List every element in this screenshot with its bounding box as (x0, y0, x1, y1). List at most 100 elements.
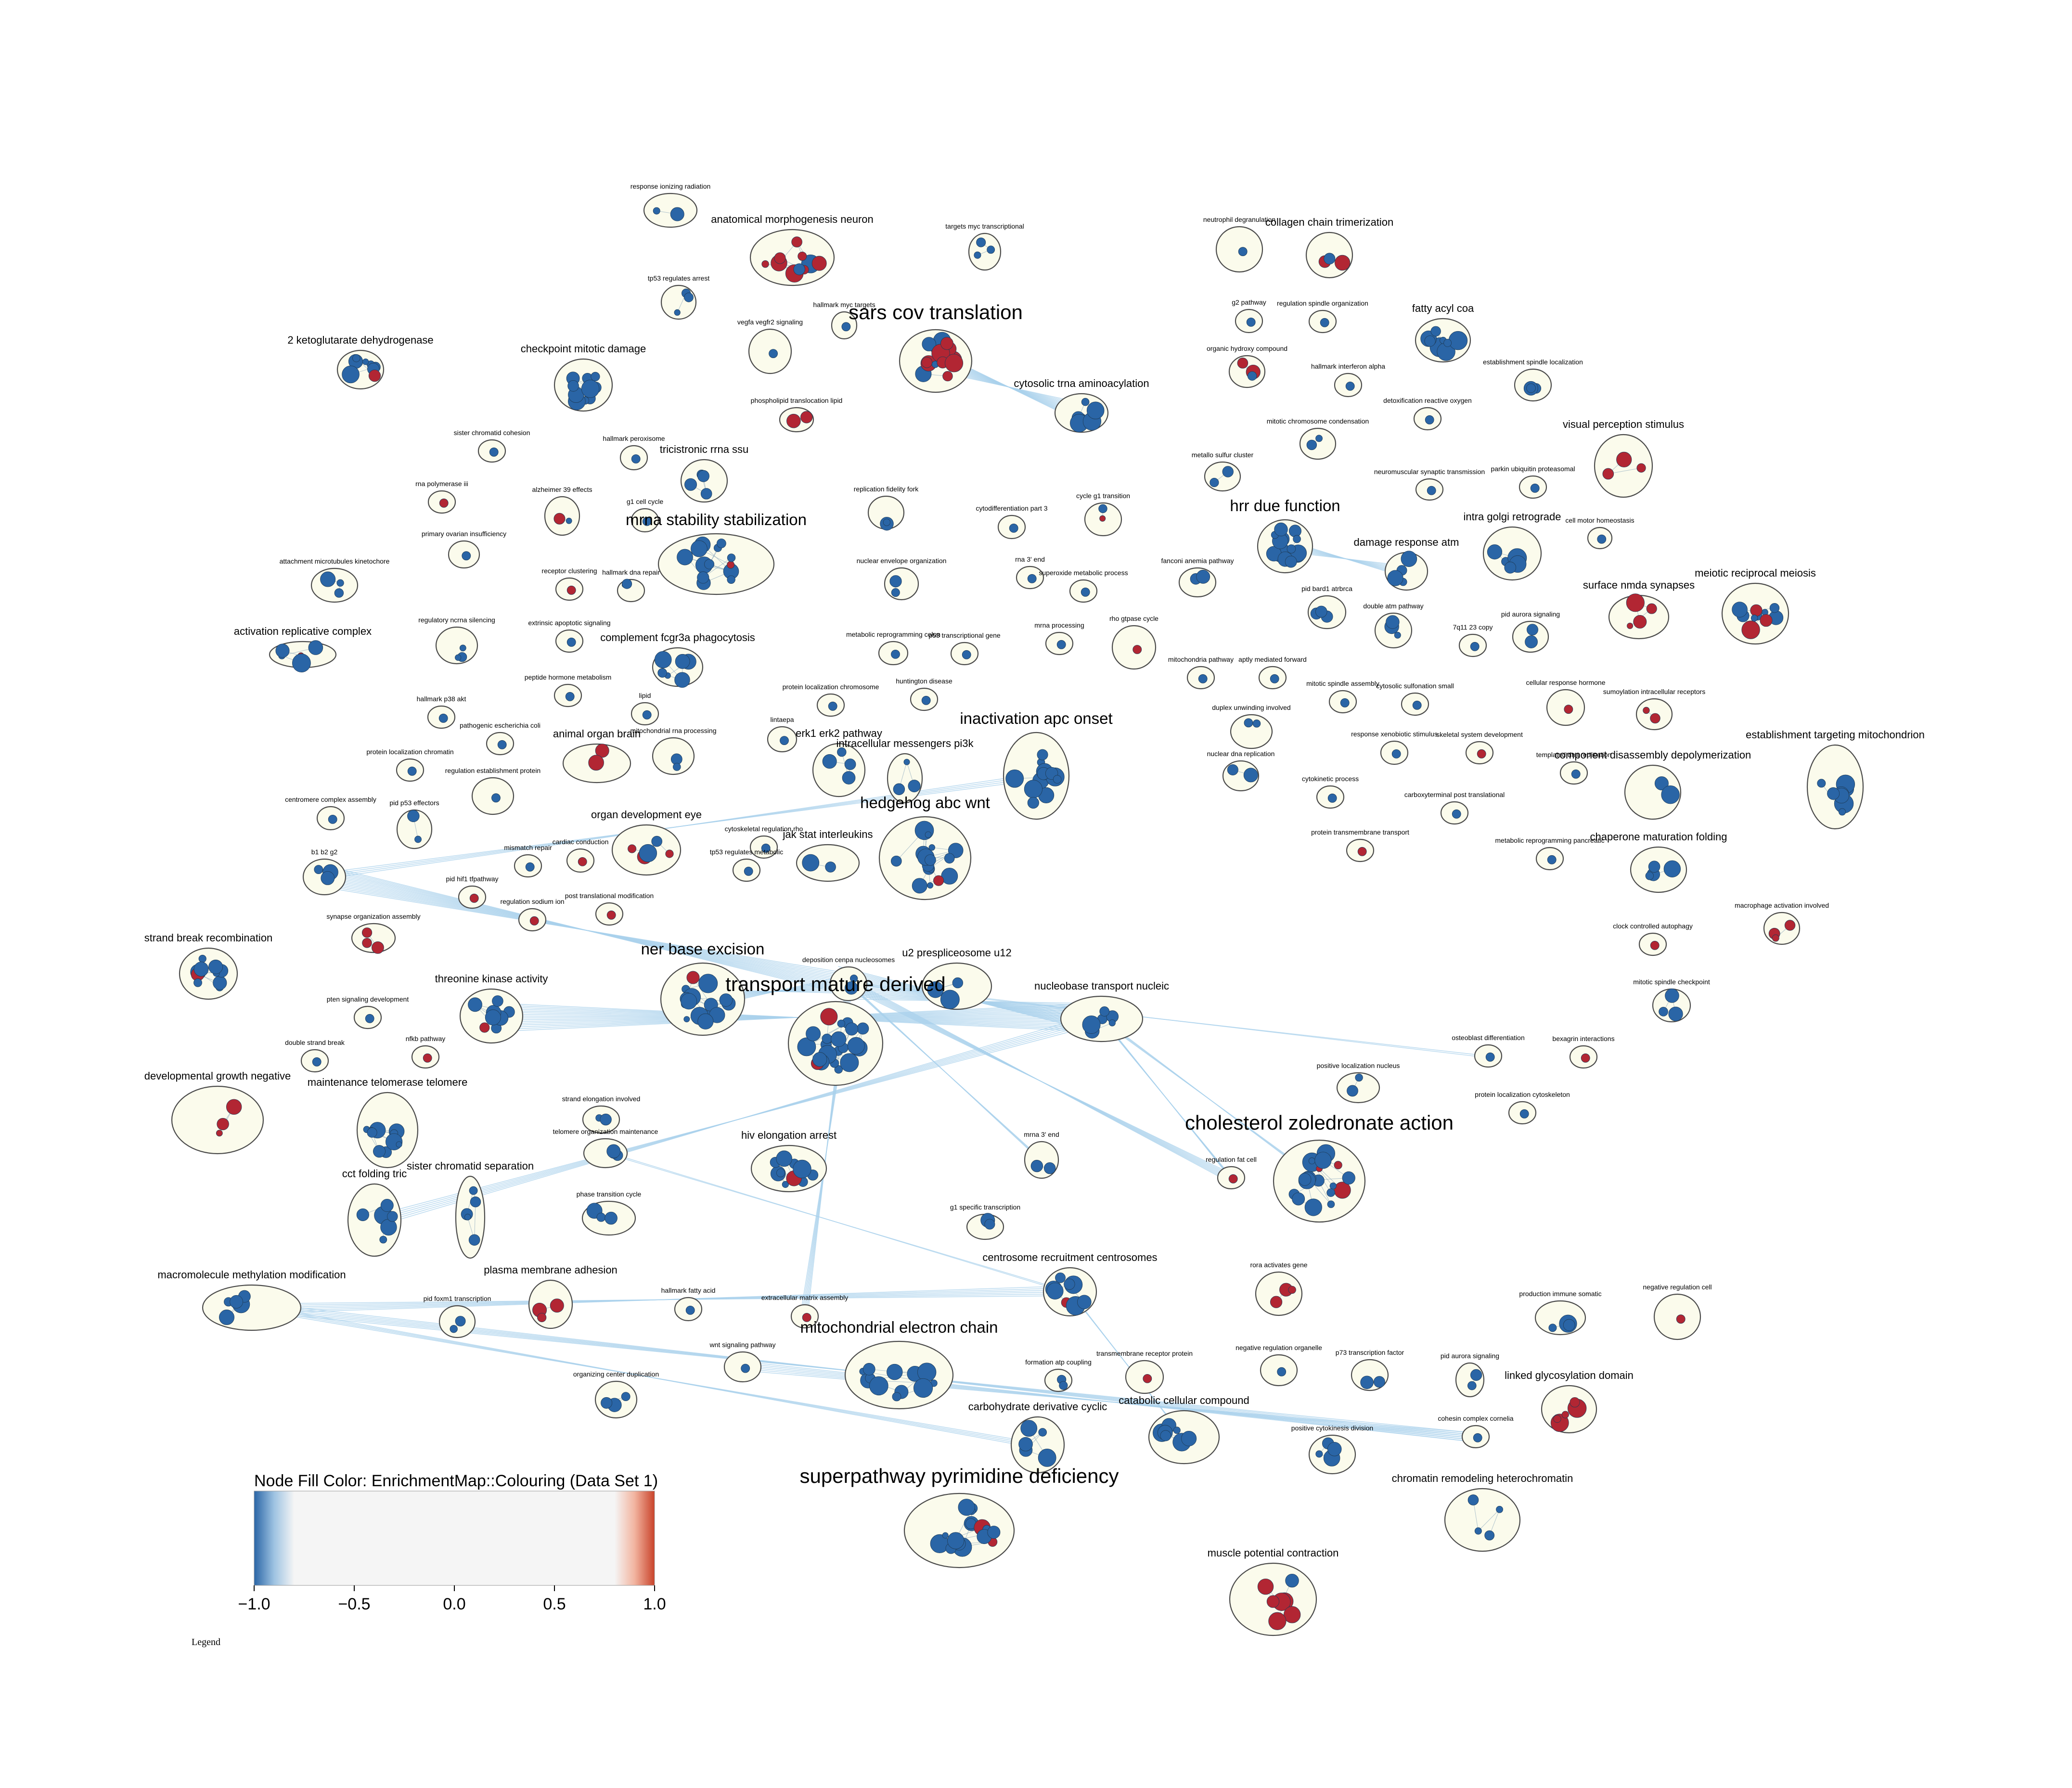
gene-set-node[interactable] (1401, 551, 1417, 567)
gene-set-node[interactable] (674, 672, 690, 688)
gene-set-node[interactable] (654, 651, 672, 669)
gene-set-node[interactable] (1571, 769, 1581, 779)
gene-set-node[interactable] (1386, 615, 1400, 629)
gene-set-node[interactable] (684, 478, 697, 491)
gene-set-node[interactable] (1602, 468, 1614, 480)
gene-set-node[interactable] (1342, 1171, 1355, 1185)
gene-set-node[interactable] (928, 844, 935, 851)
gene-set-node[interactable] (776, 1150, 792, 1167)
gene-set-node[interactable] (704, 559, 715, 569)
gene-set-node[interactable] (1525, 635, 1538, 648)
cluster[interactable]: hallmark p38 akt (417, 695, 466, 729)
gene-set-node[interactable] (841, 322, 851, 332)
cluster[interactable]: regulation fat cell (1206, 1156, 1257, 1190)
gene-set-node[interactable] (686, 971, 700, 984)
cluster[interactable]: threonine kinase activity (435, 973, 548, 1044)
gene-set-node[interactable] (962, 650, 971, 659)
gene-set-node[interactable] (822, 754, 837, 769)
gene-set-node[interactable] (869, 1376, 888, 1396)
gene-set-node[interactable] (407, 766, 417, 776)
gene-set-node[interactable] (485, 1009, 501, 1026)
gene-set-node[interactable] (670, 207, 684, 221)
gene-set-node[interactable] (1009, 524, 1018, 533)
gene-set-node[interactable] (665, 849, 674, 858)
gene-set-node[interactable] (380, 1199, 394, 1212)
gene-set-node[interactable] (439, 498, 449, 508)
cluster[interactable]: parkin ubiquitin proteasomal (1491, 465, 1575, 499)
cluster[interactable]: receptor clustering (541, 567, 597, 601)
gene-set-node[interactable] (1308, 1158, 1315, 1165)
gene-set-node[interactable] (1306, 439, 1317, 450)
gene-set-node[interactable] (1143, 1374, 1152, 1383)
gene-set-node[interactable] (1750, 604, 1763, 617)
gene-set-node[interactable] (691, 540, 708, 557)
gene-set-node[interactable] (674, 309, 681, 316)
gene-set-node[interactable] (719, 993, 733, 1007)
gene-set-node[interactable] (1086, 401, 1105, 420)
cluster[interactable]: cct folding tric (342, 1168, 407, 1257)
gene-set-node[interactable] (362, 938, 372, 948)
gene-set-node[interactable] (459, 644, 466, 652)
gene-set-node[interactable] (642, 517, 652, 526)
gene-set-node[interactable] (529, 916, 539, 926)
gene-set-node[interactable] (681, 993, 697, 1010)
gene-set-node[interactable] (1526, 383, 1536, 393)
gene-set-node[interactable] (820, 1008, 838, 1026)
gene-set-node[interactable] (908, 780, 921, 793)
cluster[interactable]: mismatch repair (504, 844, 552, 878)
cluster[interactable]: mrna 3' end (1024, 1131, 1059, 1179)
gene-set-node[interactable] (1277, 1367, 1287, 1376)
cluster[interactable]: double strand break (285, 1039, 345, 1073)
gene-set-node[interactable] (1564, 705, 1573, 714)
gene-set-node[interactable] (700, 488, 712, 500)
cluster[interactable]: rna 3' end (1015, 555, 1045, 590)
cluster[interactable]: pid foxm1 transcription (424, 1295, 491, 1338)
gene-set-node[interactable] (1659, 1007, 1668, 1016)
gene-set-node[interactable] (1099, 515, 1106, 522)
cluster[interactable]: hallmark peroxisome (603, 435, 665, 471)
gene-set-node[interactable] (462, 551, 471, 561)
gene-set-node[interactable] (396, 1141, 402, 1148)
cluster[interactable]: response xenobiotic stimulus (1351, 730, 1438, 765)
gene-set-node[interactable] (761, 260, 769, 268)
cluster[interactable]: centromere complex assembly (285, 796, 376, 831)
cluster[interactable]: nuclear dna replication (1207, 750, 1275, 792)
gene-set-node[interactable] (1553, 1415, 1561, 1423)
cluster[interactable]: jak stat interleukins (782, 828, 873, 882)
gene-set-node[interactable] (822, 1033, 832, 1044)
cluster[interactable]: alzheimer 39 effects (532, 486, 592, 536)
gene-set-node[interactable] (606, 1144, 621, 1158)
cluster[interactable]: cytoskeletal regulation rho (725, 825, 803, 859)
gene-set-node[interactable] (850, 974, 858, 983)
gene-set-node[interactable] (940, 337, 953, 350)
gene-set-node[interactable] (1222, 466, 1234, 477)
gene-set-node[interactable] (1412, 700, 1422, 710)
gene-set-node[interactable] (1784, 920, 1796, 931)
gene-set-node[interactable] (356, 1208, 369, 1222)
cluster[interactable]: pid p53 effectors (389, 799, 439, 849)
gene-set-node[interactable] (368, 370, 381, 382)
gene-set-node[interactable] (1760, 614, 1773, 627)
gene-set-node[interactable] (1326, 1188, 1335, 1197)
gene-set-node[interactable] (1315, 605, 1327, 618)
cluster[interactable]: u2 prespliceosome u12 (902, 947, 1012, 1010)
cluster[interactable]: meiotic reciprocal meiosis (1695, 567, 1816, 645)
cluster[interactable]: cardiac conduction (553, 838, 609, 873)
gene-set-node[interactable] (887, 1364, 903, 1380)
gene-set-node[interactable] (925, 854, 936, 866)
cluster[interactable]: post translational modification (565, 892, 654, 926)
gene-set-node[interactable] (1561, 1411, 1569, 1418)
gene-set-node[interactable] (1133, 645, 1142, 654)
gene-set-node[interactable] (219, 1310, 235, 1325)
gene-set-node[interactable] (622, 579, 632, 589)
gene-set-node[interactable] (825, 862, 836, 873)
gene-set-node[interactable] (1252, 720, 1261, 728)
gene-set-node[interactable] (566, 585, 576, 595)
gene-set-node[interactable] (1043, 1162, 1056, 1174)
gene-set-node[interactable] (774, 252, 786, 264)
cluster[interactable]: maintenance telomerase telomere (308, 1076, 468, 1169)
cluster[interactable]: hiv elongation arrest (741, 1129, 837, 1193)
cluster[interactable]: mitotic spindle checkpoint (1633, 978, 1710, 1023)
gene-set-node[interactable] (782, 1181, 789, 1188)
cluster[interactable]: sister chromatid separation (407, 1160, 534, 1259)
